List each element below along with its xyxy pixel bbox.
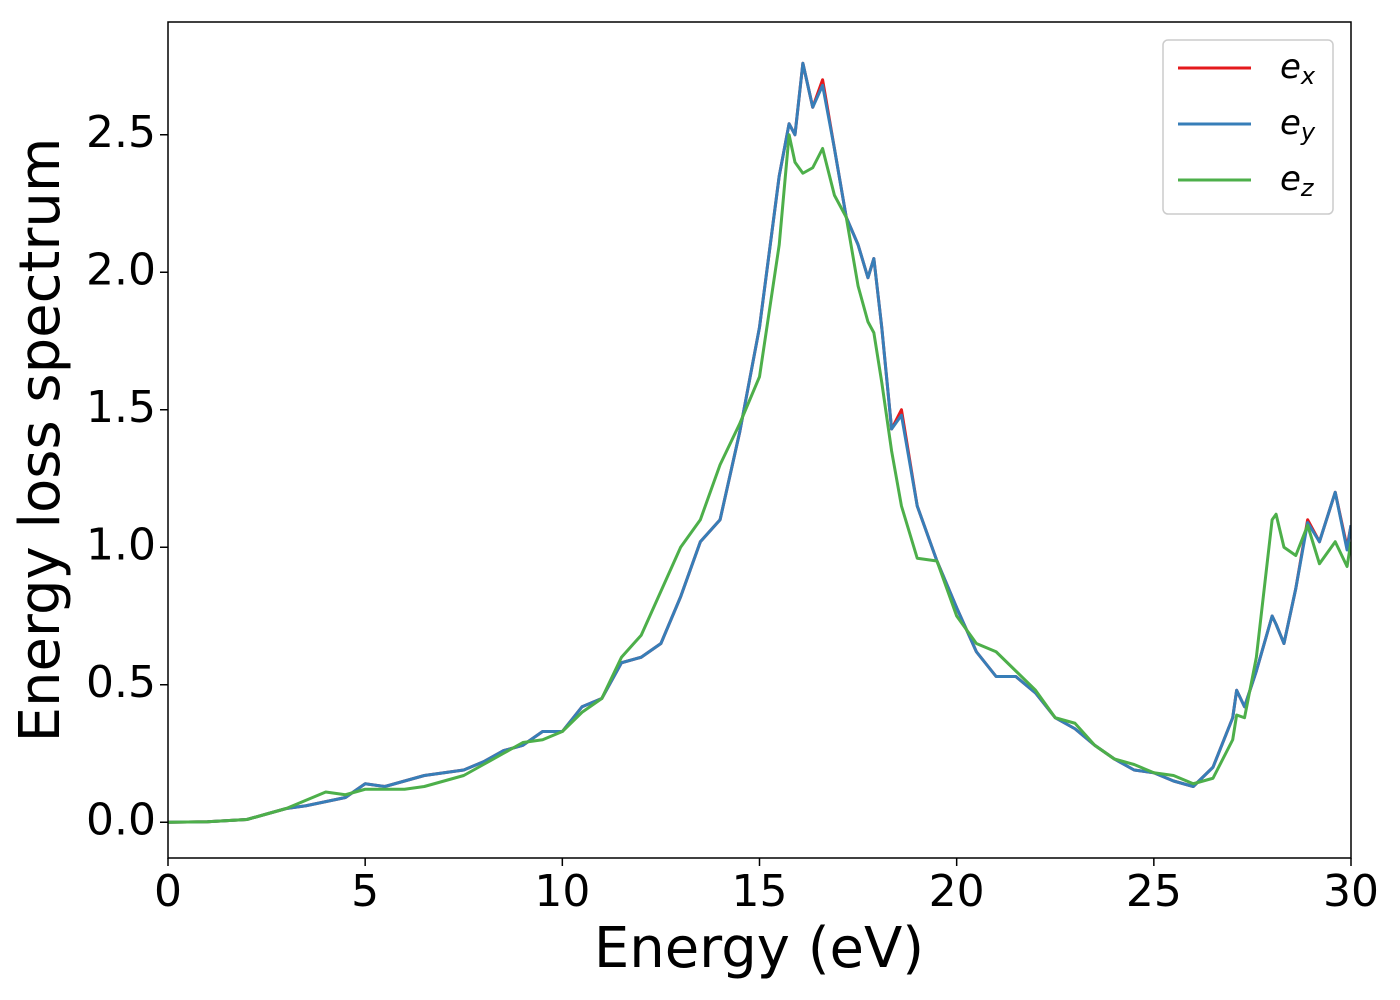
y-tick-label: 1.0: [86, 519, 156, 570]
x-tick-label: 0: [154, 866, 182, 917]
series-line: [168, 61, 1351, 824]
legend-label: ex: [1280, 47, 1316, 91]
y-tick-label: 2.0: [86, 244, 156, 295]
legend-label: ez: [1280, 159, 1315, 203]
x-tick-label: 5: [351, 866, 379, 917]
y-axis-label: Energy loss spectrum: [8, 138, 73, 743]
y-tick-label: 2.5: [86, 107, 156, 158]
y-tick-label: 0.5: [86, 657, 156, 708]
x-tick-label: 25: [1126, 866, 1182, 917]
series-line: [168, 133, 1351, 824]
y-tick-label: 0.0: [86, 794, 156, 845]
x-axis-label: Energy (eV): [594, 916, 924, 981]
x-tick-label: 10: [534, 866, 590, 917]
x-tick-label: 30: [1323, 866, 1379, 917]
plot-frame: [167, 21, 1352, 859]
legend-label: ey: [1280, 103, 1316, 147]
legend-box: [1162, 39, 1334, 215]
y-tick-label: 1.5: [86, 382, 156, 433]
x-tick-label: 15: [732, 866, 788, 917]
x-tick-label: 20: [929, 866, 985, 917]
